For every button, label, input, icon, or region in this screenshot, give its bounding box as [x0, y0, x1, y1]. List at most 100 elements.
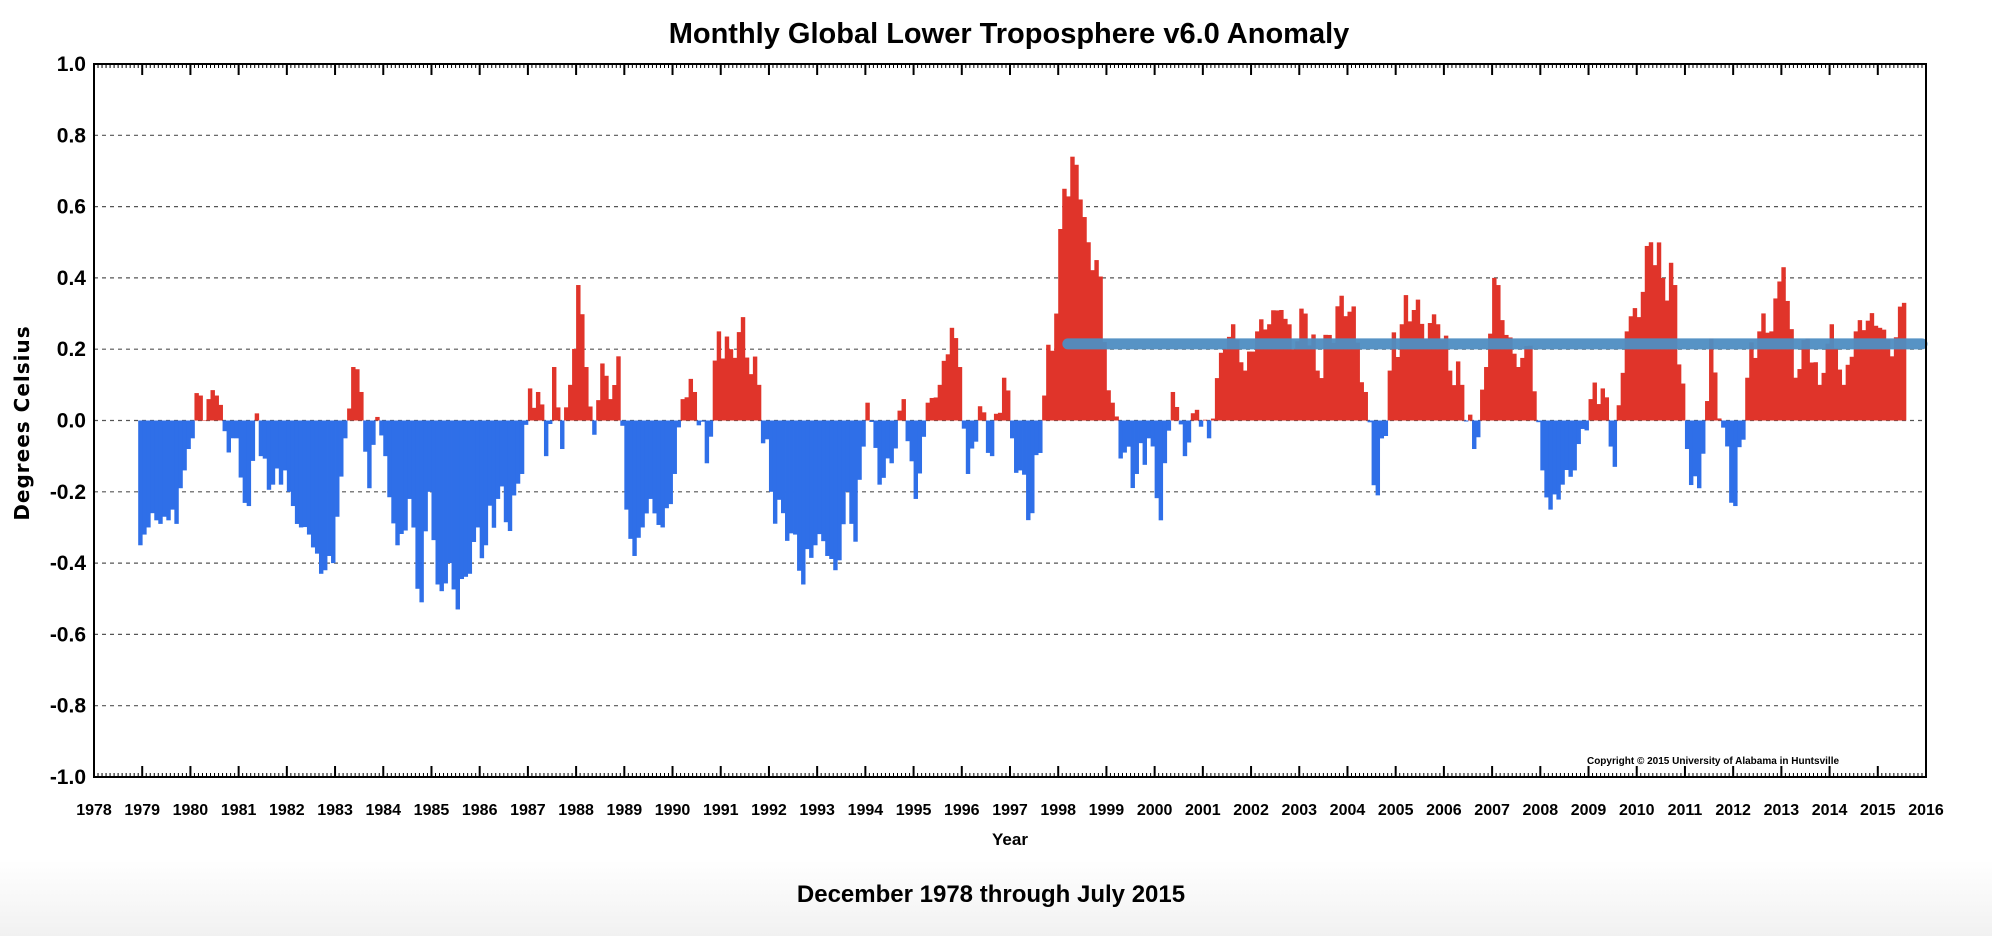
anomaly-bar [1845, 364, 1851, 421]
anomaly-bar [1697, 420, 1702, 489]
anomaly-bar [1411, 309, 1417, 421]
x-tick-label: 1995 [896, 802, 932, 819]
anomaly-bar [1050, 350, 1055, 421]
anomaly-bar [403, 420, 408, 531]
anomaly-bar [552, 367, 557, 421]
anomaly-bar [250, 420, 256, 461]
anomaly-bar [989, 420, 995, 457]
anomaly-bar [700, 420, 706, 422]
anomaly-bar [720, 358, 726, 421]
anomaly-bar [1745, 377, 1750, 421]
anomaly-bar [865, 402, 870, 421]
anomaly-bar [246, 420, 252, 507]
anomaly-bar [973, 420, 979, 442]
anomaly-bar [572, 348, 577, 421]
anomaly-bar [1210, 418, 1216, 421]
anomaly-bar [781, 420, 786, 514]
anomaly-bar [523, 420, 529, 425]
anomaly-bar [258, 420, 264, 457]
anomaly-bar [1130, 420, 1135, 489]
anomaly-bar [588, 406, 593, 421]
anomaly-bar [1259, 319, 1264, 421]
anomaly-bar [1110, 402, 1115, 421]
anomaly-bar [1379, 420, 1385, 439]
anomaly-bar [146, 420, 151, 528]
anomaly-bar [797, 420, 802, 571]
anomaly-bar [158, 420, 163, 524]
anomaly-bar [1676, 364, 1682, 421]
anomaly-bar [1576, 420, 1581, 445]
anomaly-bar [564, 407, 569, 421]
anomaly-bar [945, 354, 951, 421]
anomaly-bar [1536, 420, 1541, 423]
anomaly-bar [1528, 345, 1533, 421]
anomaly-bar [286, 420, 292, 492]
anomaly-bar [877, 420, 882, 485]
anomaly-bar [1596, 404, 1601, 421]
anomaly-bar [335, 420, 340, 517]
anomaly-bar [1572, 420, 1577, 471]
anomaly-bar [604, 375, 609, 421]
anomaly-bar [210, 390, 215, 421]
anomaly-bar [1821, 372, 1826, 421]
anomaly-bar [1588, 399, 1593, 421]
anomaly-bar [809, 420, 814, 558]
anomaly-bar [1604, 397, 1610, 421]
anomaly-bar [568, 384, 573, 421]
anomaly-bar [1014, 420, 1019, 473]
anomaly-bar [1074, 164, 1079, 421]
x-tick-label: 1987 [510, 802, 546, 819]
anomaly-bar [186, 420, 191, 450]
anomaly-bar [515, 420, 521, 484]
anomaly-bar [1078, 199, 1083, 421]
x-tick-label: 2002 [1233, 802, 1269, 819]
x-axis-label: Year [992, 830, 1028, 849]
anomaly-bar [1616, 405, 1622, 421]
anomaly-bar [624, 420, 629, 510]
anomaly-bar [1198, 420, 1204, 427]
y-tick-label: 0.8 [57, 124, 87, 147]
anomaly-bar [1118, 420, 1123, 459]
anomaly-bar [897, 410, 902, 421]
anomaly-bar [977, 406, 983, 421]
anomaly-bar [660, 420, 665, 528]
anomaly-bar [306, 420, 312, 535]
anomaly-bar [1500, 320, 1505, 421]
x-tick-label: 1983 [317, 802, 353, 819]
anomaly-bar [467, 420, 473, 574]
anomaly-bar [174, 420, 179, 524]
x-tick-label: 1984 [365, 802, 401, 819]
anomaly-bar [556, 407, 561, 421]
anomaly-bar [1813, 362, 1818, 421]
anomaly-bar [1387, 370, 1393, 421]
anomaly-bar [1656, 242, 1662, 421]
anomaly-bar [1705, 401, 1710, 421]
anomaly-bar [1001, 377, 1007, 421]
anomaly-bar [1327, 334, 1332, 421]
anomaly-bar [1725, 420, 1730, 447]
anomaly-bar [829, 420, 834, 559]
anomaly-bar [1010, 420, 1015, 439]
anomaly-bar [580, 314, 585, 421]
anomaly-bar [833, 420, 838, 571]
anomaly-bar [1114, 416, 1119, 421]
x-tick-label: 2011 [1668, 802, 1703, 819]
y-tick-label: -1.0 [50, 766, 86, 789]
anomaly-bar [1005, 390, 1011, 421]
anomaly-bar [162, 420, 167, 517]
anomaly-bar [375, 416, 380, 421]
anomaly-bar [198, 395, 203, 421]
anomaly-bar [1648, 242, 1654, 421]
anomaly-bar [495, 420, 501, 499]
anomaly-bar [1022, 420, 1027, 475]
anomaly-bar [1226, 336, 1232, 421]
anomaly-bar [1753, 357, 1758, 421]
anomaly-bar [997, 412, 1003, 421]
anomaly-bar [423, 420, 428, 532]
anomaly-bar [1443, 335, 1449, 421]
x-tick-label: 2013 [1764, 802, 1800, 819]
anomaly-bar [620, 420, 625, 426]
anomaly-bar [1070, 156, 1075, 421]
anomaly-bar [736, 332, 742, 421]
